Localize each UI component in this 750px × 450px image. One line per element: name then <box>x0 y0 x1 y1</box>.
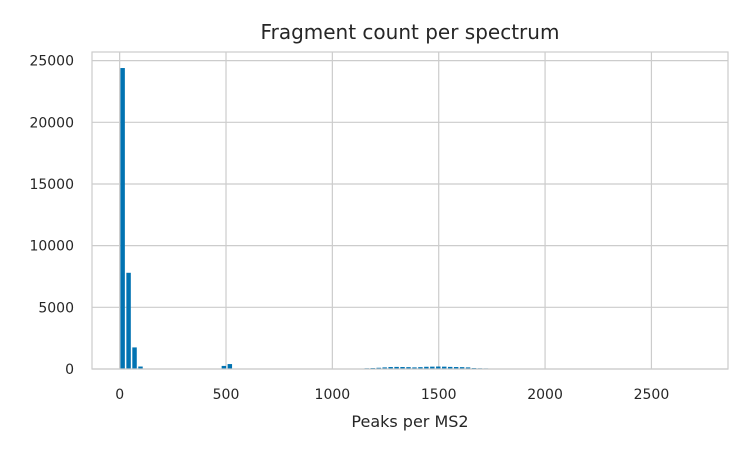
histogram-bar <box>382 367 387 369</box>
histogram-bar <box>394 366 399 369</box>
y-tick-label: 25000 <box>29 54 74 70</box>
histogram-bar <box>132 347 137 369</box>
plot-frame <box>91 51 729 370</box>
chart-title: Fragment count per spectrum <box>261 20 560 44</box>
histogram-bar <box>459 367 465 369</box>
histogram-bar <box>126 272 131 369</box>
histogram-bar <box>430 366 435 369</box>
histogram-bar <box>424 366 429 369</box>
histogram-bar <box>406 367 411 369</box>
x-tick-label: 500 <box>213 387 240 403</box>
histogram-bar <box>138 366 143 369</box>
x-tick-label: 2000 <box>527 387 563 403</box>
y-tick-label: 20000 <box>29 115 74 131</box>
histogram-bar <box>388 367 393 369</box>
histogram-bar <box>465 367 471 369</box>
histogram-bar <box>120 68 125 369</box>
x-axis-label: Peaks per MS2 <box>351 412 468 431</box>
y-tick-label: 15000 <box>29 177 74 193</box>
histogram-bar <box>400 367 405 369</box>
x-tick-label: 2500 <box>634 387 670 403</box>
histogram-bar <box>412 367 417 369</box>
histogram-bar <box>453 367 459 369</box>
histogram-bar <box>418 367 423 369</box>
histogram-bar <box>442 366 447 369</box>
x-tick-label: 1500 <box>421 387 457 403</box>
x-tick-label: 1000 <box>315 387 351 403</box>
y-tick-label: 0 <box>65 362 74 378</box>
y-tick-label: 5000 <box>38 300 74 316</box>
histogram-bar <box>227 364 233 369</box>
x-tick-label: 0 <box>115 387 124 403</box>
y-tick-label: 10000 <box>29 239 74 255</box>
histogram-bar <box>436 366 441 369</box>
histogram-bar <box>447 366 453 369</box>
histogram-bar <box>221 365 227 369</box>
histogram-bar <box>376 367 381 369</box>
